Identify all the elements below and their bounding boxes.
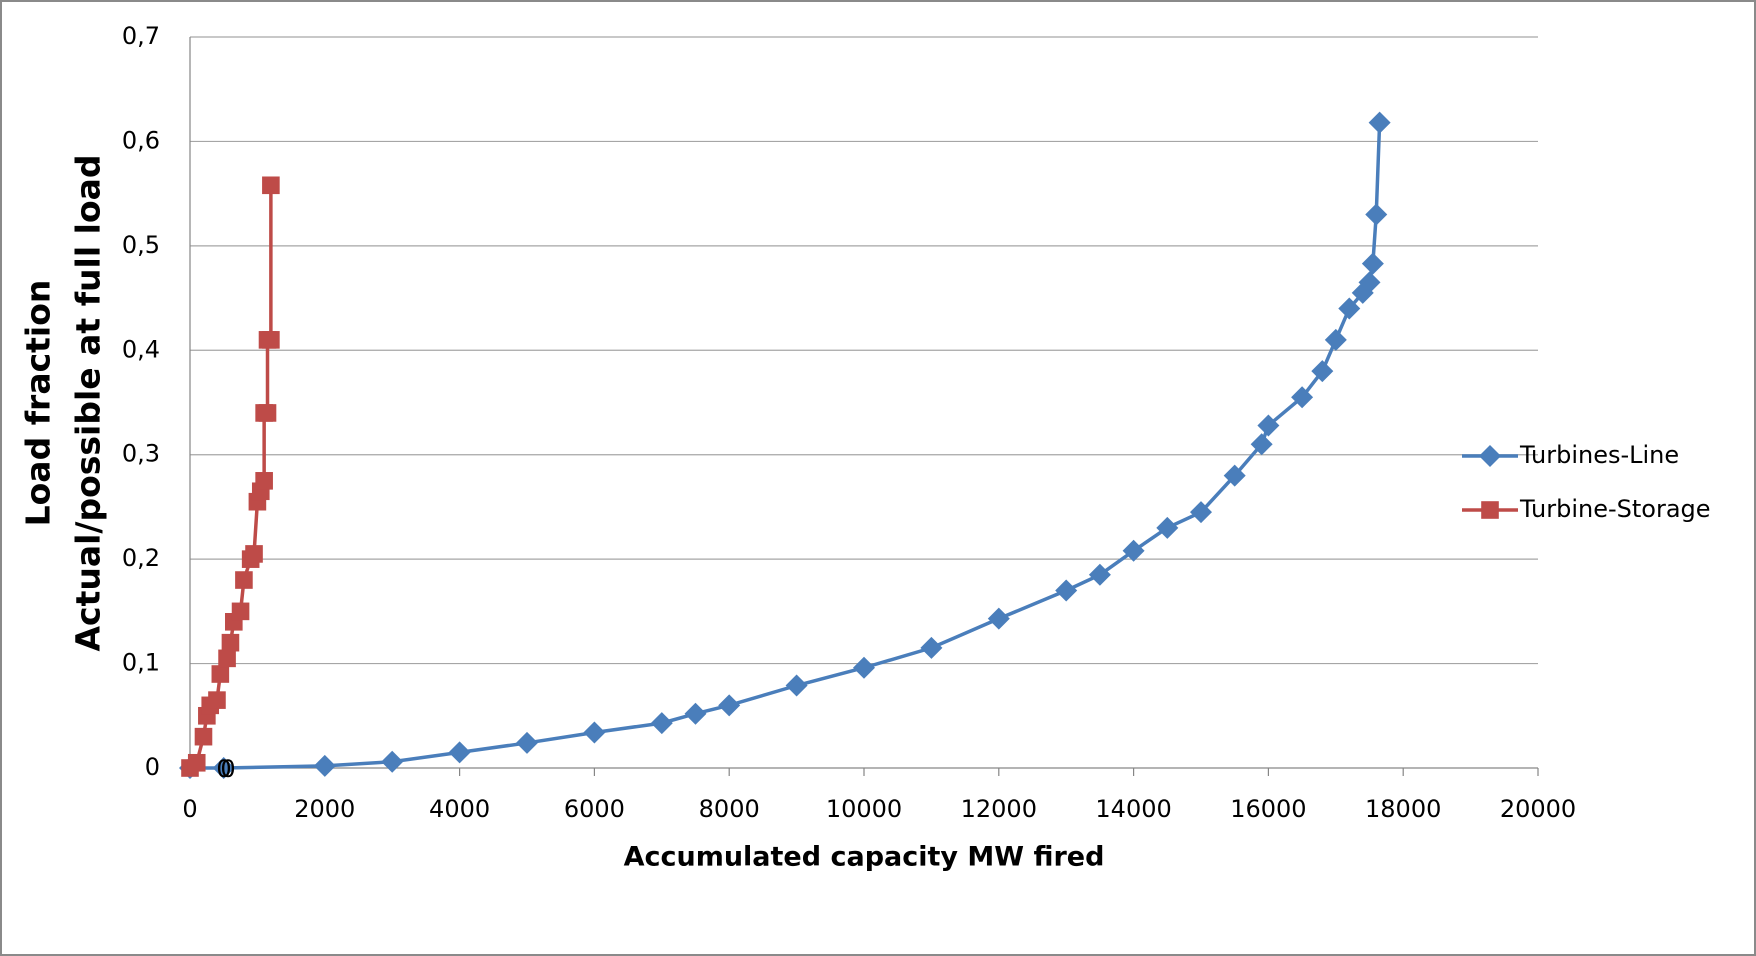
y-tick-label: 0 (145, 753, 160, 781)
data-point (718, 694, 741, 717)
y-tick-label: 0,6 (122, 126, 160, 154)
data-point (516, 731, 538, 754)
data-point (211, 665, 230, 683)
x-tick-label: 20000 (1500, 795, 1576, 823)
data-point (245, 545, 263, 563)
data-point (212, 757, 235, 779)
x-tick-label: 16000 (1230, 795, 1306, 823)
data-point (1358, 271, 1381, 294)
data-point (221, 633, 240, 652)
y-axis-title: Load fraction (19, 280, 58, 527)
data-point (194, 727, 213, 746)
data-point (1190, 501, 1212, 524)
data-point (1368, 111, 1391, 134)
data-point (1122, 539, 1145, 562)
data-point (987, 607, 1010, 630)
x-tick-label: 10000 (826, 795, 902, 823)
legend-marker (1479, 445, 1501, 467)
data-point (1338, 297, 1361, 320)
data-point (313, 754, 336, 777)
x-tick-label: 2000 (294, 795, 355, 823)
y-tick-label: 0,2 (122, 544, 160, 572)
data-point (381, 750, 404, 773)
data-point (785, 674, 808, 697)
data-point (262, 331, 280, 349)
y-tick-label: 0,3 (122, 440, 160, 468)
x-tick-label: 14000 (1095, 795, 1171, 823)
data-point (1365, 203, 1388, 226)
data-point (920, 636, 943, 659)
annotation: 0 (216, 755, 231, 783)
data-point (1250, 433, 1273, 456)
y-tick-label: 0,7 (122, 22, 160, 50)
data-point (1257, 414, 1280, 437)
x-tick-label: 8000 (699, 795, 760, 823)
data-point (218, 649, 236, 668)
data-point (1055, 579, 1078, 602)
data-point (1324, 328, 1347, 351)
data-point (650, 712, 673, 735)
y-tick-label: 0,5 (122, 231, 160, 259)
legend-label: Turbine-Storage (1519, 495, 1711, 523)
legend-marker (1481, 501, 1499, 519)
data-point (208, 691, 226, 709)
y-tick-label: 0,1 (122, 649, 160, 677)
x-tick-label: 12000 (961, 795, 1037, 823)
legend-label: Turbines-Line (1519, 441, 1679, 469)
data-point (1088, 563, 1111, 586)
y-axis-title: Actual/possible at full load (69, 154, 108, 651)
data-point (684, 702, 707, 725)
x-tick-label: 18000 (1365, 795, 1441, 823)
data-point (1361, 252, 1384, 275)
y-tick-label: 0,4 (122, 335, 160, 363)
data-point (583, 721, 606, 744)
data-point (235, 571, 253, 589)
x-tick-label: 4000 (429, 795, 490, 823)
x-axis-title: Accumulated capacity MW fired (624, 842, 1105, 873)
x-tick-label: 0 (182, 795, 197, 823)
data-point (262, 176, 280, 195)
data-point (255, 472, 273, 490)
annotation: 0 (220, 755, 235, 783)
data-point (448, 741, 471, 764)
data-point (258, 404, 277, 422)
data-point (187, 753, 206, 772)
data-point (1223, 464, 1246, 487)
data-point (231, 602, 250, 621)
data-point (1156, 516, 1179, 539)
data-point (853, 656, 875, 679)
x-tick-label: 6000 (564, 795, 625, 823)
data-point (1311, 360, 1334, 383)
data-point (1291, 386, 1314, 409)
